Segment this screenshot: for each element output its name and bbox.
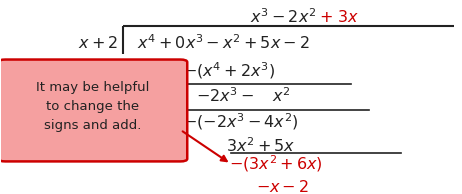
Text: $+\ 3x$: $+\ 3x$ [318,9,359,24]
Text: It may be helpful
to change the
signs and add.: It may be helpful to change the signs an… [36,81,150,133]
Text: $-2x^3-\quad x^2$: $-2x^3-\quad x^2$ [196,86,291,105]
Text: $-(x^4+2x^3)$: $-(x^4+2x^3)$ [182,61,274,81]
Text: $x+2$: $x+2$ [78,35,118,51]
Text: $-x-2$: $-x-2$ [256,179,310,194]
FancyBboxPatch shape [0,60,187,161]
Text: $3x^2+5x$: $3x^2+5x$ [226,136,296,155]
Text: $-(3x^2+6x)$: $-(3x^2+6x)$ [229,154,322,174]
Text: $-(-2x^3-4x^2)$: $-(-2x^3-4x^2)$ [182,112,298,132]
Text: $x^4+0x^3-x^2+5x-2$: $x^4+0x^3-x^2+5x-2$ [137,34,309,52]
Text: $x^3-2x^2$: $x^3-2x^2$ [250,7,316,26]
